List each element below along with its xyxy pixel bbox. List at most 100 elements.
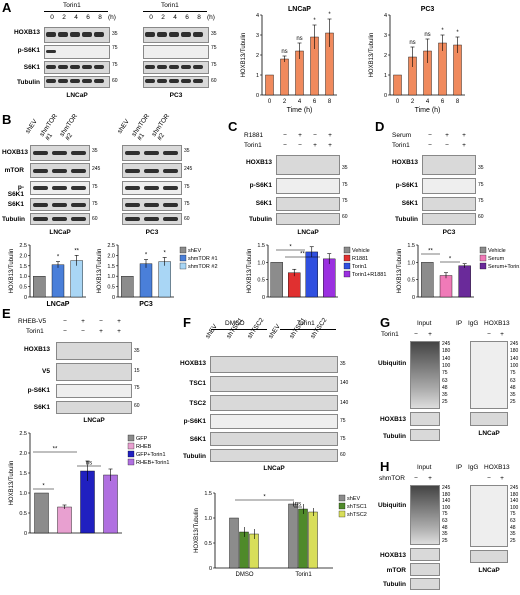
c-legend-label-0: Vehicle	[352, 248, 370, 254]
g-ip-mw-4: 75	[510, 370, 516, 377]
b-band	[52, 168, 67, 173]
panel-label-c: C	[228, 119, 238, 134]
a-mw-2: 75	[112, 45, 118, 51]
d-mw-2: 75	[478, 182, 484, 188]
a-band	[169, 32, 179, 37]
d-ytick-label-0: 0	[412, 295, 415, 301]
c-pm2-3: +	[328, 142, 332, 149]
h-blot-ubiquitin-ip	[470, 485, 508, 547]
a-row-hoxb13: HOXB13	[13, 29, 40, 36]
b-cell-lncap: LNCaP	[49, 229, 71, 236]
d-pm1-1: +	[445, 132, 449, 139]
c-pm2-2: +	[313, 142, 317, 149]
a-lncap-xcat-2: 4	[298, 99, 302, 105]
c-torin-label: Torin1	[244, 142, 262, 149]
a-band	[82, 65, 92, 69]
h-in-mw-4: 75	[442, 511, 448, 518]
b-pc3-ytick-label-1: 0.5	[107, 285, 115, 291]
a-pc3-ytick-label-2: 2	[384, 53, 387, 59]
b-lncap-bar-1	[51, 264, 65, 298]
g-pm-1: −	[414, 331, 418, 338]
f-ytick-label-1: 0.5	[204, 541, 212, 547]
c-pm2-0: −	[283, 142, 287, 149]
g-pm-4: +	[500, 331, 504, 338]
h-row-tubulin: Tubulin	[383, 581, 406, 588]
c-ytick-label-0: 0	[262, 295, 265, 301]
g-in-mw-0: 245	[442, 341, 451, 347]
h-in-mw-5: 63	[442, 518, 448, 524]
c-bar-2	[305, 251, 318, 298]
c-ylabel: HOXB13/Tubulin	[247, 249, 253, 294]
b-band	[144, 217, 159, 221]
a-band	[46, 65, 56, 69]
f-blot-s6k1	[210, 432, 338, 446]
c-pm1-0: −	[283, 132, 287, 139]
f-cell: LNCaP	[263, 465, 285, 472]
b-pc3-bar-0	[121, 276, 134, 298]
b-row-hoxb13: HOXB13	[2, 149, 29, 156]
b-band	[125, 151, 140, 155]
e-row-s6k1: S6K1	[33, 404, 50, 411]
b-band	[71, 151, 86, 155]
a-pc3-sig-3: *	[441, 28, 444, 34]
b-band	[71, 168, 86, 173]
b-lncap-ytick-label-3: 1.5	[19, 264, 27, 270]
c-bar-0	[270, 262, 283, 298]
a-lane-r-5: (h)	[207, 14, 215, 21]
a-mw-3: 75	[112, 62, 118, 68]
g-pm-3: −	[487, 331, 491, 338]
f-sig-1-label: *	[263, 495, 266, 501]
b-band	[33, 151, 48, 155]
h-blot-ubiquitin-input	[410, 485, 440, 545]
b-pc3-sig-2: *	[163, 250, 166, 256]
e-ytick-label-1: 0.5	[19, 511, 27, 517]
d-pm2-1: −	[445, 142, 449, 149]
b-pc3-sig-1: *	[145, 253, 148, 259]
e-legend-label-3: RHEB+Torin1	[136, 460, 169, 466]
d-pm2-0: −	[428, 142, 432, 149]
a-lncap-sig-3: *	[313, 18, 316, 24]
e-legend-label-1: RHEB	[136, 444, 152, 450]
a-band	[46, 50, 56, 53]
f-blot-tsc1	[210, 376, 338, 392]
f-bracket-l	[211, 329, 267, 330]
a-pc3-xcat-3: 6	[441, 99, 445, 105]
e-legend-swatch-3	[127, 458, 135, 466]
a-lncap-bar-0	[265, 74, 274, 96]
b-mw-1-3: 75	[184, 201, 190, 207]
b-lncap-sig-1: *	[57, 255, 60, 261]
a-lncap-xcat-0: 0	[268, 99, 272, 105]
b-lncap-ylabel: HOXB13/Tubulin	[9, 249, 15, 294]
a-band	[169, 79, 179, 83]
c-blot-hoxb13	[276, 155, 340, 175]
f-xcat-0: DMSO	[236, 572, 254, 578]
g-ip-mw-2: 140	[510, 355, 519, 362]
f-mw-2: 140	[340, 380, 349, 386]
a-band	[145, 79, 155, 83]
g-in-mw-5: 63	[442, 377, 448, 384]
f-row-tsc1: TSC1	[189, 380, 206, 387]
e-rheb-label: RHEB-V5	[18, 318, 47, 325]
g-hox-label: HOXB13	[484, 320, 510, 327]
c-mw-3: 75	[342, 198, 348, 204]
f-legend-swatch-1	[338, 502, 346, 510]
a-treat-label-l: Torin1	[63, 2, 81, 9]
c-bar-1	[288, 272, 301, 298]
h-input-label: Input	[417, 464, 432, 471]
e-mw-4: 60	[134, 403, 140, 409]
e-bar-0	[34, 492, 49, 534]
b-mw-0-0: 35	[92, 148, 98, 154]
g-in-mw-7: 35	[442, 392, 448, 399]
a-lncap-ytick-label-2: 2	[256, 53, 259, 59]
f-bar-0-0	[229, 517, 239, 569]
g-igg-label: IgG	[468, 320, 479, 327]
a-band	[70, 65, 80, 69]
h-ip-mw-3: 100	[510, 504, 519, 511]
e-ylabel: HOXB13/Tubulin	[9, 461, 15, 506]
b-band	[33, 202, 48, 207]
a-band	[58, 32, 68, 37]
a-lane-l-1: 2	[62, 14, 66, 21]
a-lncap-sig-4: *	[328, 12, 331, 18]
b-band	[144, 186, 159, 190]
e-cell: LNCaP	[83, 417, 105, 424]
